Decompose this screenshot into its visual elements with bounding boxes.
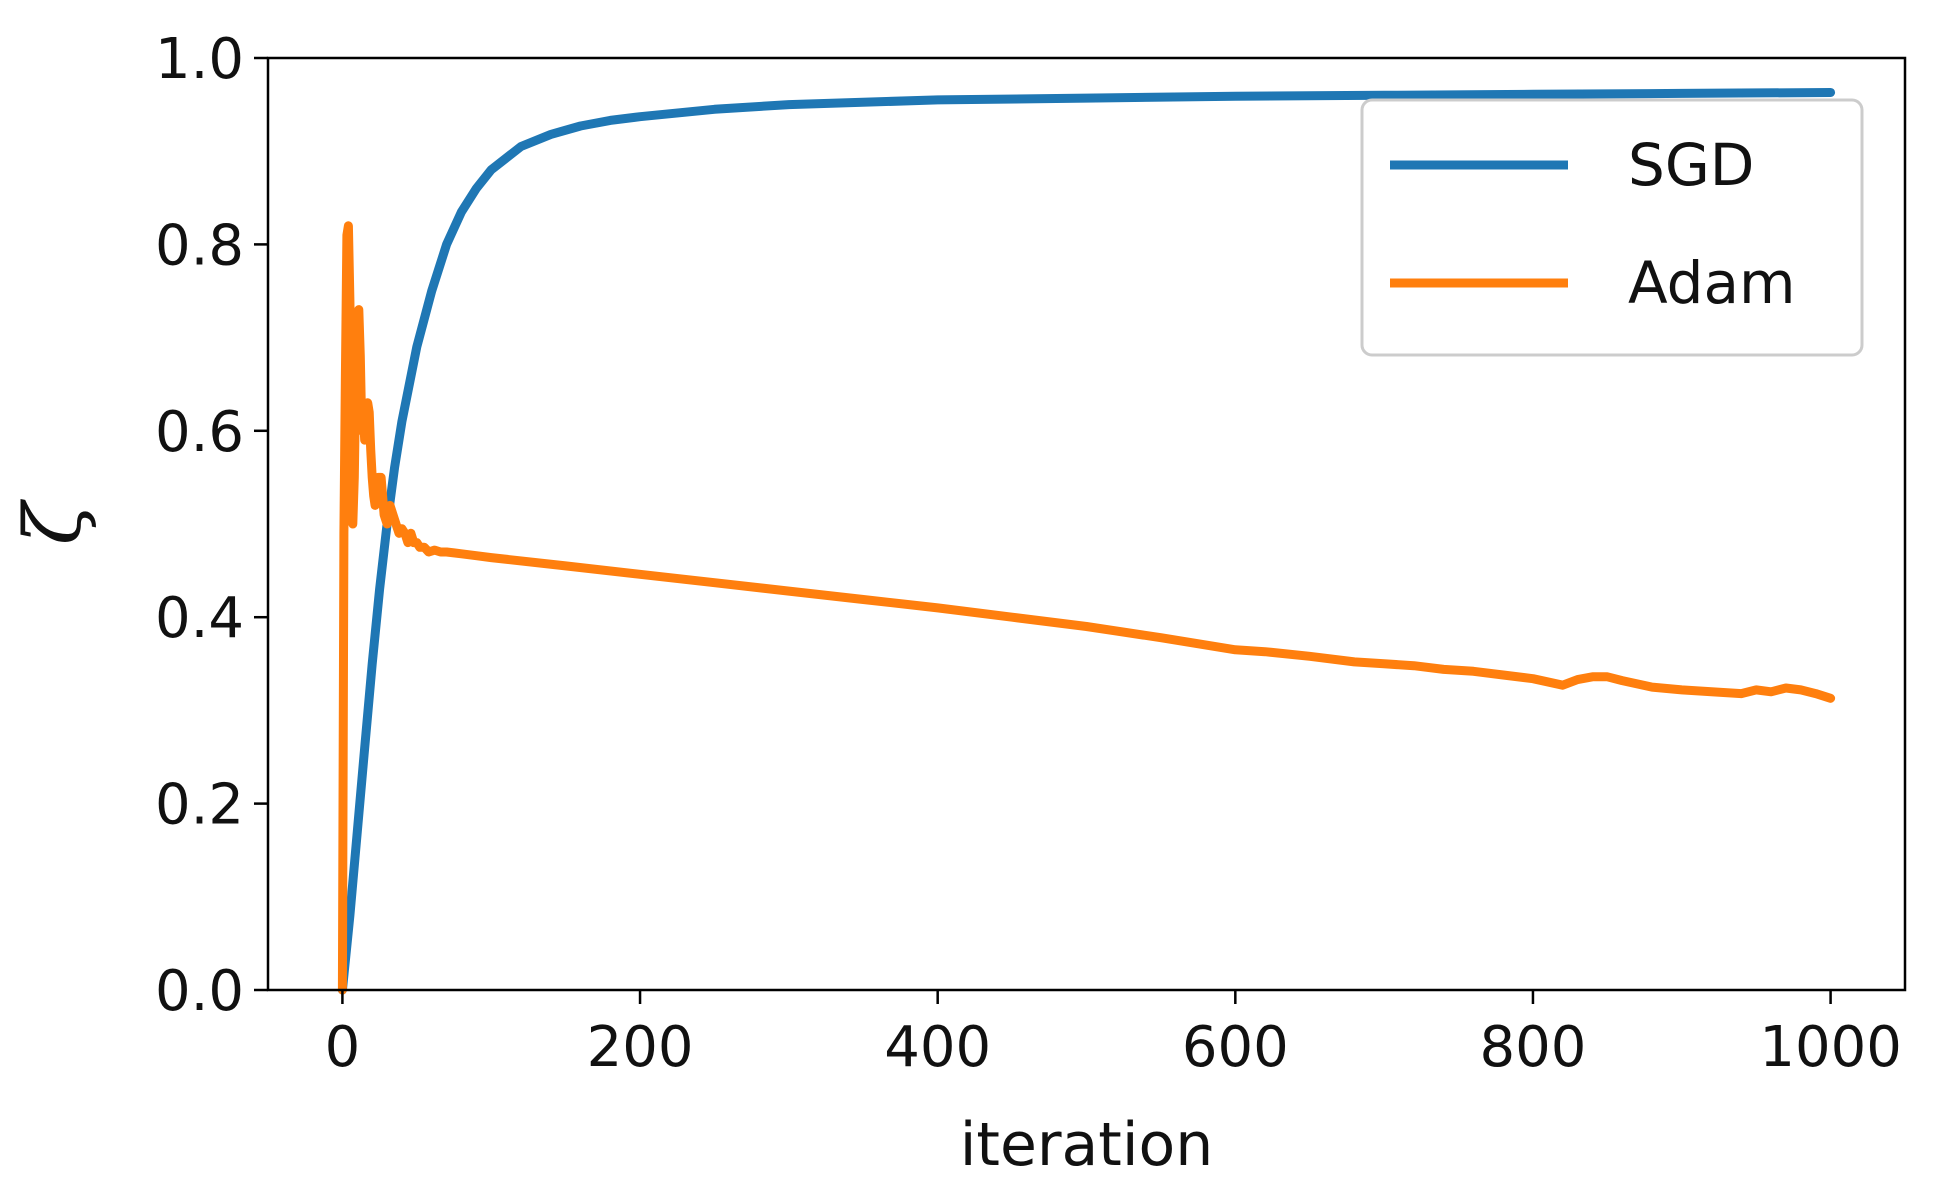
x-tick-label: 200 <box>587 1015 694 1080</box>
y-tick-label: 0.4 <box>155 586 244 651</box>
y-tick-label: 1.0 <box>155 27 244 92</box>
y-tick-label: 0.6 <box>155 400 244 465</box>
x-tick-label: 1000 <box>1759 1015 1902 1080</box>
y-tick-label: 0.8 <box>155 213 244 278</box>
x-tick-label: 800 <box>1480 1015 1587 1080</box>
series-layer <box>337 88 1836 995</box>
y-tick-label: 0.2 <box>155 773 244 838</box>
y-axis-label: ζ <box>9 498 99 545</box>
x-axis-label: iteration <box>960 1110 1213 1180</box>
series-line-sgd <box>337 88 1836 995</box>
x-tick-label: 0 <box>325 1015 361 1080</box>
x-tick-label: 400 <box>884 1015 991 1080</box>
series-line-adam <box>337 221 1836 995</box>
plot-area-frame <box>266 56 1907 992</box>
legend-label-adam: Adam <box>1628 249 1796 317</box>
x-tick-label: 600 <box>1182 1015 1289 1080</box>
legend: SGD Adam <box>1360 98 1864 357</box>
y-tick-label: 0.0 <box>155 959 244 1024</box>
legend-label-sgd: SGD <box>1628 131 1754 199</box>
axis-ticks: 0 200 400 600 800 1000 0.0 0.2 0.4 0.6 0.8 1.0 <box>155 27 1902 1080</box>
